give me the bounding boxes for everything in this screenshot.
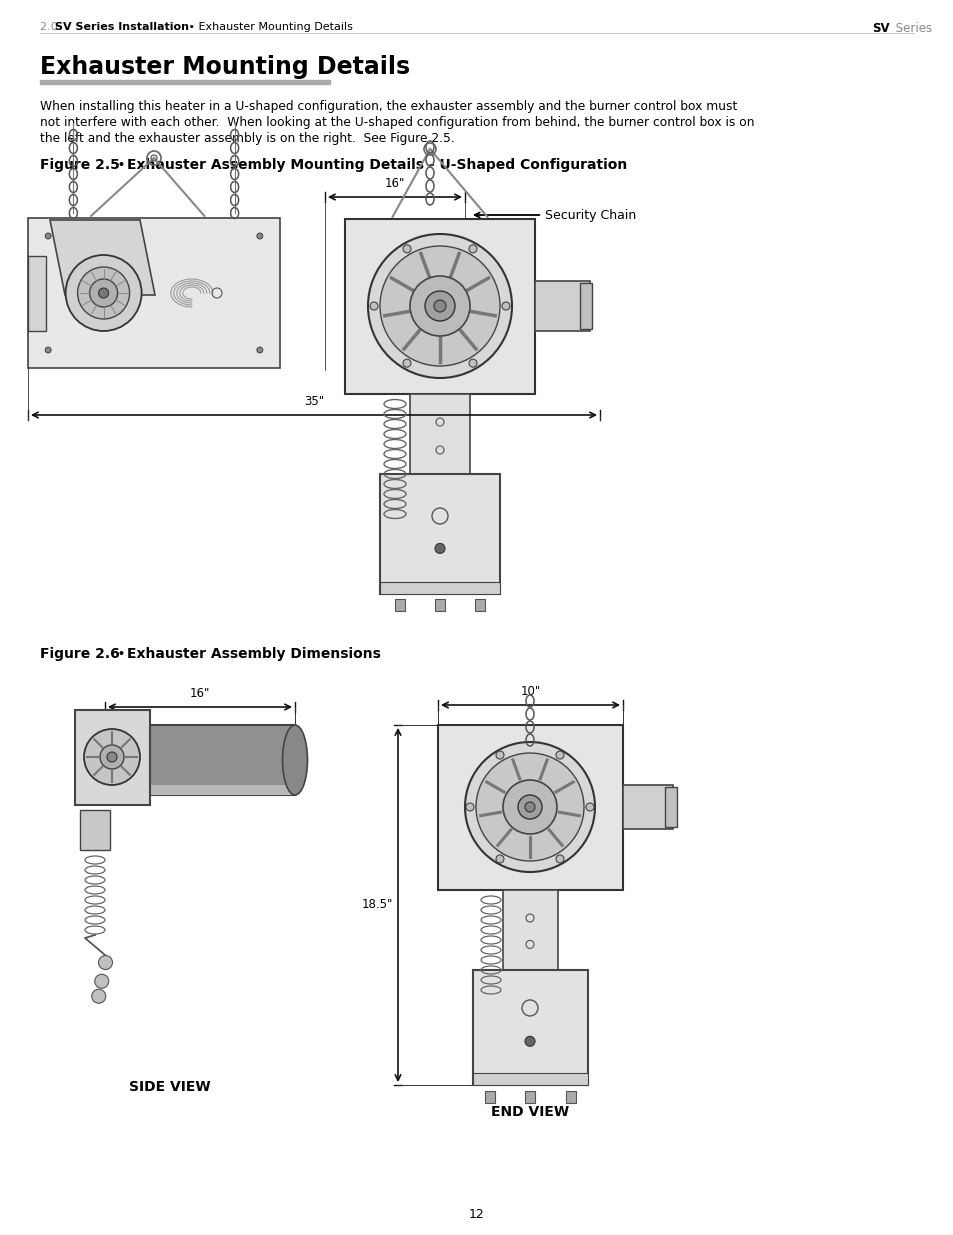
Text: Security Chain: Security Chain [475, 209, 636, 221]
Circle shape [469, 245, 476, 253]
Bar [473, 969, 587, 1086]
Text: the left and the exhauster assembly is on the right.  See Figure 2.5.: the left and the exhauster assembly is o… [40, 132, 455, 144]
Bar [437, 725, 622, 890]
Bar [105, 785, 294, 795]
Text: SV: SV [871, 22, 889, 35]
Bar [475, 599, 484, 611]
Circle shape [84, 729, 140, 785]
Text: 16": 16" [384, 177, 405, 190]
Bar [435, 599, 444, 611]
Bar [75, 710, 150, 805]
Text: •: • [112, 647, 130, 661]
Circle shape [585, 803, 594, 811]
Bar [664, 787, 677, 827]
Circle shape [502, 781, 557, 834]
Text: Exhauster Mounting Details: Exhauster Mounting Details [40, 56, 410, 79]
Circle shape [45, 233, 51, 240]
Text: not interfere with each other.  When looking at the U-shaped configuration from : not interfere with each other. When look… [40, 116, 754, 128]
Circle shape [256, 347, 263, 353]
Text: 18.5": 18.5" [361, 899, 393, 911]
Text: •: • [112, 158, 130, 172]
Circle shape [496, 855, 503, 863]
Circle shape [100, 745, 124, 769]
Circle shape [402, 245, 411, 253]
Circle shape [90, 279, 117, 308]
Text: Exhauster Assembly Mounting Details - U-Shaped Configuration: Exhauster Assembly Mounting Details - U-… [127, 158, 626, 172]
Circle shape [370, 303, 377, 310]
Text: END VIEW: END VIEW [491, 1105, 569, 1119]
Circle shape [524, 802, 535, 811]
Text: • Exhauster Mounting Details: • Exhauster Mounting Details [185, 22, 353, 32]
Circle shape [435, 543, 444, 553]
Text: SIDE VIEW: SIDE VIEW [129, 1079, 211, 1094]
Text: 10": 10" [519, 685, 540, 698]
Bar [484, 1091, 495, 1103]
Circle shape [368, 233, 512, 378]
Bar [579, 283, 592, 329]
Circle shape [501, 303, 510, 310]
Circle shape [379, 246, 499, 366]
Text: 2.0: 2.0 [40, 22, 61, 32]
Bar [473, 1073, 587, 1086]
Bar [379, 474, 499, 594]
Circle shape [424, 291, 455, 321]
Bar [80, 810, 110, 850]
Polygon shape [50, 220, 154, 295]
Circle shape [256, 233, 263, 240]
Circle shape [107, 752, 117, 762]
Text: When installing this heater in a U-shaped configuration, the exhauster assembly : When installing this heater in a U-shape… [40, 100, 737, 112]
Bar [565, 1091, 576, 1103]
Circle shape [469, 359, 476, 367]
Circle shape [410, 275, 470, 336]
Bar [28, 219, 280, 368]
Text: Exhauster Assembly Dimensions: Exhauster Assembly Dimensions [127, 647, 380, 661]
Circle shape [556, 751, 563, 760]
Text: 35": 35" [304, 395, 324, 408]
Circle shape [465, 803, 474, 811]
Circle shape [98, 956, 112, 969]
Circle shape [496, 751, 503, 760]
Circle shape [556, 855, 563, 863]
Text: 16": 16" [190, 687, 210, 700]
Bar [28, 256, 46, 331]
Circle shape [464, 742, 595, 872]
Bar [502, 890, 558, 969]
Bar [535, 282, 589, 331]
Text: 12: 12 [469, 1208, 484, 1221]
Bar [410, 394, 470, 474]
Ellipse shape [282, 725, 307, 795]
Text: Series: Series [891, 22, 931, 35]
Circle shape [45, 347, 51, 353]
Bar [395, 599, 405, 611]
Circle shape [98, 288, 109, 298]
Circle shape [524, 1036, 535, 1046]
Circle shape [91, 989, 106, 1003]
Bar [622, 785, 672, 829]
Text: Figure 2.5: Figure 2.5 [40, 158, 120, 172]
Circle shape [402, 359, 411, 367]
Bar [40, 80, 330, 84]
Bar [379, 582, 499, 594]
Circle shape [434, 300, 446, 312]
Text: SV Series Installation: SV Series Installation [55, 22, 189, 32]
Text: Figure 2.6: Figure 2.6 [40, 647, 120, 661]
Bar [524, 1091, 535, 1103]
Circle shape [476, 753, 583, 861]
Circle shape [66, 254, 141, 331]
Bar [345, 219, 535, 394]
Circle shape [517, 795, 541, 819]
Circle shape [94, 974, 109, 988]
Bar [105, 725, 294, 795]
Circle shape [77, 267, 130, 319]
